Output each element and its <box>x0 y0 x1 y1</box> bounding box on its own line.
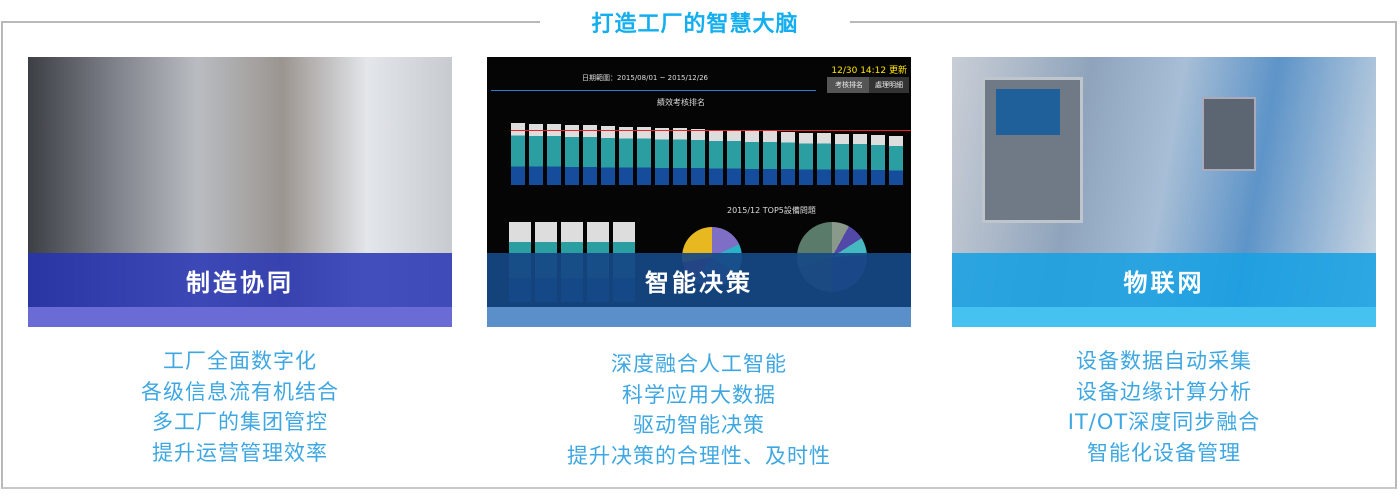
dashboard-bar <box>871 135 885 185</box>
card-banner: 智能决策 <box>487 253 911 307</box>
dashboard-bar <box>547 124 561 185</box>
dashboard-bar <box>799 132 813 185</box>
dashboard-bar <box>727 130 741 185</box>
card-description: 深度融合人工智能 科学应用大数据 驱动智能决策 提升决策的合理性、及时性 <box>567 352 831 468</box>
dashboard-bar <box>691 129 705 185</box>
card-strip <box>952 307 1376 327</box>
card-banner: 制造协同 <box>28 253 452 307</box>
dashboard-bar <box>601 126 615 185</box>
dashboard-bar <box>889 135 903 185</box>
page-title: 打造工厂的智慧大脑 <box>591 12 799 37</box>
card-intelligent-decision: 12/30 14:12 更新 日期範圍：2015/08/01 ~ 2015/12… <box>487 57 911 327</box>
dashboard-bar <box>673 128 687 185</box>
dashboard-bar <box>529 123 543 185</box>
card-strip <box>28 307 452 327</box>
dashboard-bar <box>763 131 777 185</box>
dashboard-bar <box>619 126 633 185</box>
dashboard-bar <box>511 123 525 185</box>
dashboard-bar <box>637 127 651 185</box>
card-description: 工厂全面数字化 各级信息流有机结合 多工厂的集团管控 提升运营管理效率 <box>141 349 339 465</box>
dashboard-bar <box>583 125 597 185</box>
dashboard-bar <box>565 124 579 185</box>
dashboard-bar <box>835 133 849 185</box>
card-iot: 物联网 <box>952 57 1376 327</box>
card-manufacturing-collaboration: 制造协同 <box>28 57 452 327</box>
dashboard-bar <box>709 129 723 185</box>
average-line <box>511 130 911 131</box>
dashboard-bar <box>853 134 867 185</box>
dashboard-bar <box>745 130 759 185</box>
date-slider[interactable] <box>491 90 816 91</box>
dashboard-bar <box>817 133 831 185</box>
card-banner: 物联网 <box>952 253 1376 307</box>
card-strip <box>487 307 911 327</box>
card-description: 设备数据自动采集 设备边缘计算分析 IT/OT深度同步融合 智能化设备管理 <box>1067 349 1261 465</box>
dashboard-bar <box>655 127 669 185</box>
dashboard-bar <box>781 132 795 185</box>
